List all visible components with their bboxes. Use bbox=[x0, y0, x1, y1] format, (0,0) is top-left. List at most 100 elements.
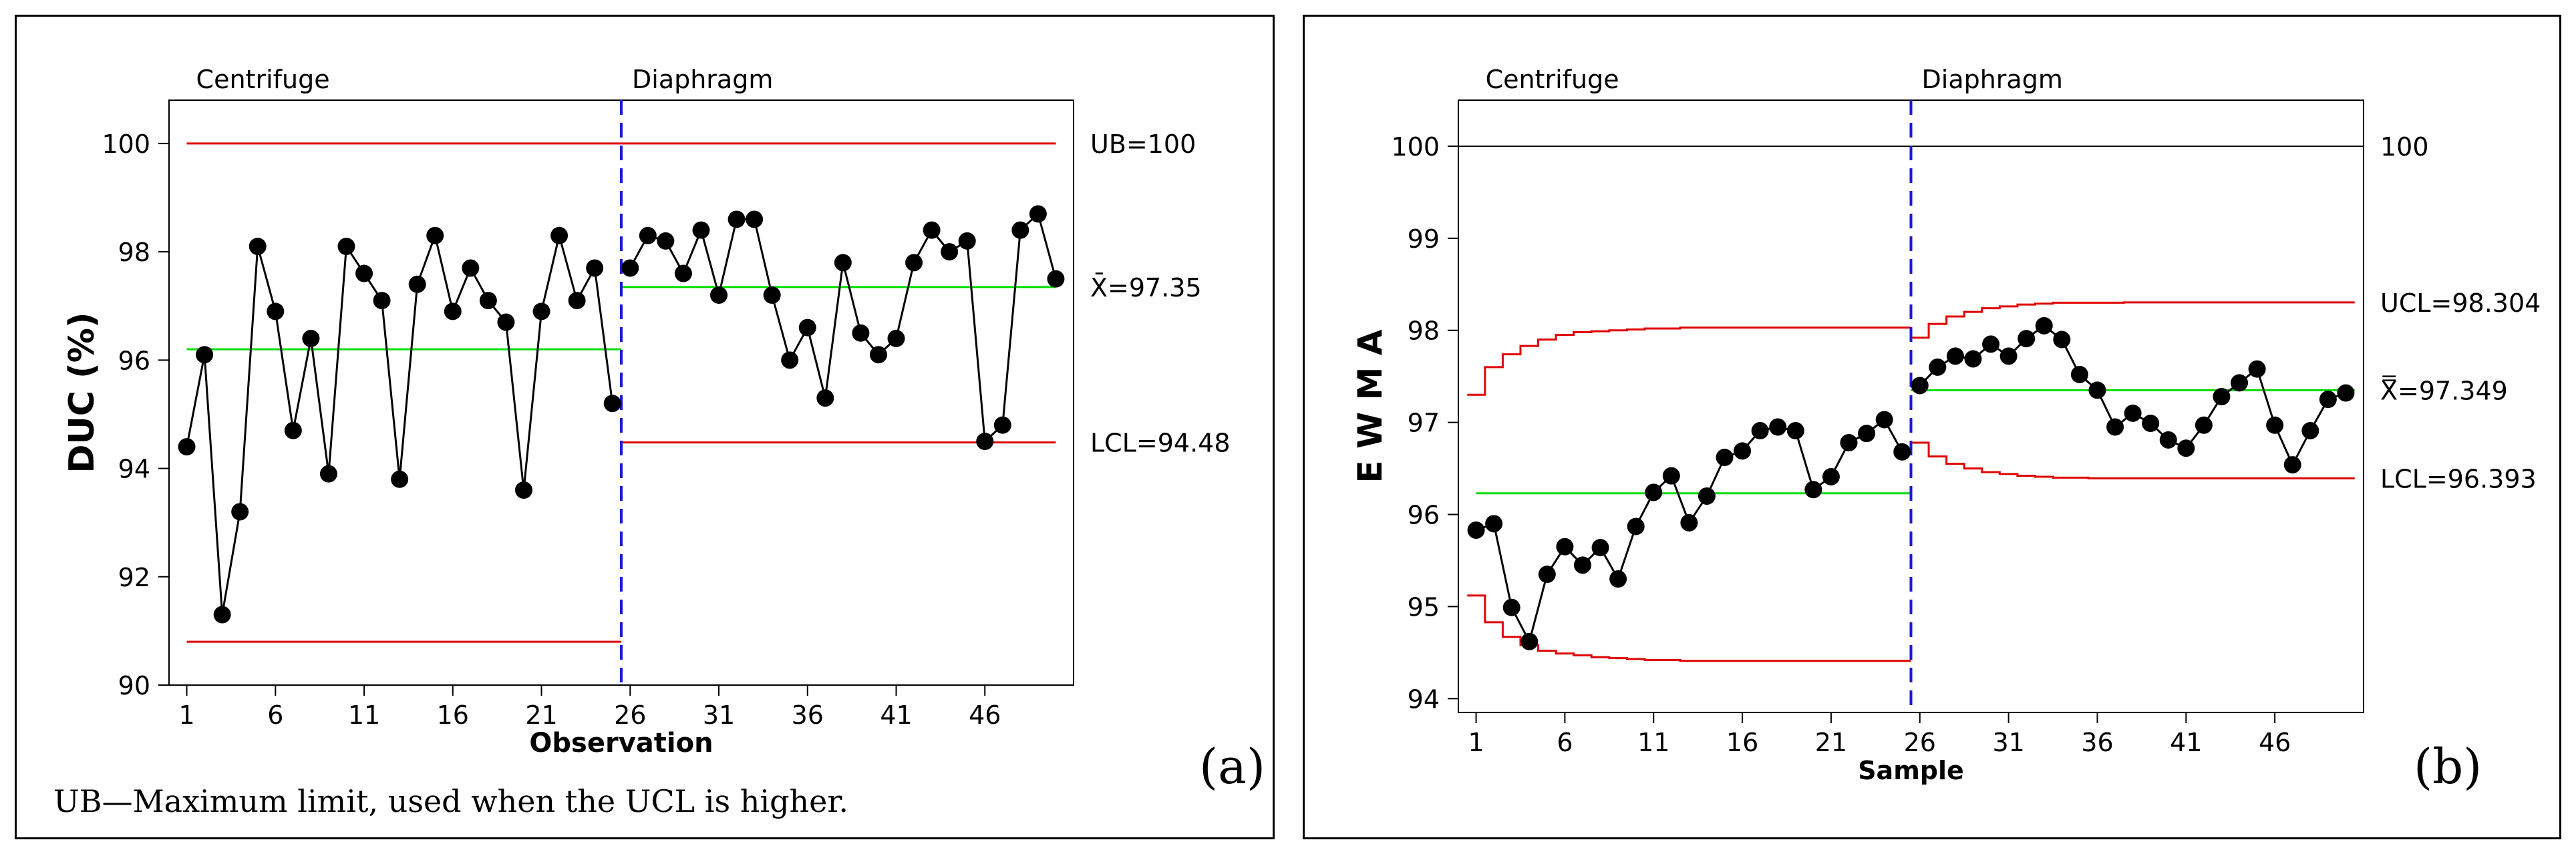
x-tick-label: 16 bbox=[1726, 728, 1758, 757]
data-point bbox=[249, 238, 267, 255]
lcl-label: LCL=96.393 bbox=[2380, 464, 2537, 493]
data-point bbox=[391, 470, 409, 488]
data-point bbox=[852, 324, 870, 342]
data-point bbox=[746, 210, 764, 228]
data-point bbox=[550, 226, 569, 244]
data-point bbox=[2213, 388, 2231, 406]
data-point bbox=[1609, 570, 1627, 588]
data-point bbox=[1662, 467, 1680, 485]
data-point bbox=[887, 329, 905, 347]
data-point bbox=[2159, 431, 2177, 449]
data-point bbox=[1982, 335, 2000, 353]
y-tick-label: 98 bbox=[1408, 316, 1440, 346]
data-point bbox=[781, 351, 799, 369]
x-tick-label: 1 bbox=[178, 700, 194, 730]
data-point bbox=[993, 416, 1011, 434]
data-point bbox=[2195, 416, 2213, 434]
data-point bbox=[958, 232, 976, 250]
x-tick-label: 36 bbox=[2081, 728, 2113, 757]
x-tick-label: 21 bbox=[1815, 728, 1847, 757]
data-point bbox=[444, 302, 462, 321]
data-point bbox=[373, 292, 391, 310]
data-point bbox=[728, 210, 746, 228]
x-tick-label: 31 bbox=[1992, 728, 2024, 757]
x-tick-label: 46 bbox=[2259, 728, 2291, 757]
data-point bbox=[1734, 442, 1752, 460]
data-point bbox=[1029, 205, 1047, 223]
y-tick-label: 90 bbox=[118, 671, 150, 700]
data-point bbox=[1804, 481, 1822, 499]
plot-frame bbox=[168, 99, 1074, 686]
data-point bbox=[568, 292, 586, 310]
data-point bbox=[1875, 411, 1893, 429]
data-point bbox=[267, 302, 285, 321]
data-point bbox=[2018, 330, 2036, 348]
data-point bbox=[674, 264, 692, 282]
data-point bbox=[213, 606, 231, 624]
data-point bbox=[798, 318, 816, 337]
chart-panel-b: 94 95 96 97 98 99 100 1 6 11 16 21 26 31 36 41 46 Sample E… bbox=[1303, 15, 2561, 839]
y-axis-title: DUC (%) bbox=[62, 312, 102, 473]
data-point bbox=[1680, 513, 1698, 531]
y-tick-label: 94 bbox=[118, 455, 150, 484]
y-tick-label: 96 bbox=[1408, 501, 1440, 530]
data-point bbox=[1698, 487, 1716, 505]
data-point bbox=[923, 221, 941, 239]
phase-label: Diaphragm bbox=[1922, 65, 2063, 94]
panel-letter: (b) bbox=[2414, 738, 2482, 795]
data-point bbox=[1822, 467, 1840, 485]
data-point bbox=[603, 395, 621, 413]
data-point bbox=[1999, 347, 2018, 365]
data-point bbox=[1769, 418, 1787, 436]
data-point bbox=[355, 264, 373, 282]
data-point bbox=[1786, 422, 1804, 440]
y-tick-label: 92 bbox=[118, 563, 150, 592]
data-point bbox=[2053, 331, 2071, 349]
lcl-step-line bbox=[1911, 441, 2355, 479]
ucl-step-line bbox=[1467, 327, 1911, 396]
chart-panel-a: 90 92 94 96 98 100 1 6 11 16 21 26 31 36 41 46 Observati… bbox=[15, 15, 1275, 839]
data-point bbox=[196, 346, 214, 364]
data-point bbox=[2088, 381, 2106, 399]
data-point bbox=[905, 254, 923, 272]
x-axis-title: Observation bbox=[529, 728, 713, 759]
x-tick-label: 36 bbox=[792, 700, 824, 730]
data-point bbox=[1556, 538, 1574, 556]
lcl-step-line bbox=[1467, 594, 1911, 662]
data-point bbox=[1520, 632, 1539, 650]
y-tick-label: 98 bbox=[118, 238, 150, 267]
ucl-label: UCL=98.304 bbox=[2380, 288, 2541, 318]
data-point bbox=[462, 259, 480, 277]
y-tick-label: 96 bbox=[118, 346, 150, 375]
data-point bbox=[479, 292, 497, 310]
data-point bbox=[497, 313, 515, 331]
data-point bbox=[1929, 358, 1947, 376]
data-series-line bbox=[186, 232, 614, 615]
data-point bbox=[976, 433, 994, 450]
data-point bbox=[1645, 483, 1663, 501]
footnote: UB—Maximum limit, used when the UCL is h… bbox=[53, 783, 848, 819]
data-point bbox=[337, 238, 355, 255]
data-point bbox=[1911, 377, 1929, 395]
data-point bbox=[426, 226, 444, 244]
x-tick-label: 46 bbox=[969, 700, 1001, 730]
data-point bbox=[816, 389, 834, 407]
data-point bbox=[2231, 374, 2249, 392]
phase-label: Diaphragm bbox=[632, 65, 773, 94]
data-point bbox=[2142, 415, 2160, 433]
data-point bbox=[1893, 443, 1911, 461]
data-point bbox=[1946, 347, 1964, 365]
data-point bbox=[1047, 270, 1065, 288]
data-point bbox=[1751, 422, 1769, 440]
data-point bbox=[639, 226, 657, 244]
ucl-step-line bbox=[1911, 301, 2355, 339]
data-point bbox=[514, 481, 532, 499]
data-point bbox=[1538, 566, 1556, 584]
data-point bbox=[763, 286, 781, 304]
data-point bbox=[2070, 365, 2088, 383]
data-point bbox=[657, 232, 675, 250]
data-point bbox=[1840, 433, 1858, 451]
x-tick-label: 41 bbox=[2170, 728, 2202, 757]
